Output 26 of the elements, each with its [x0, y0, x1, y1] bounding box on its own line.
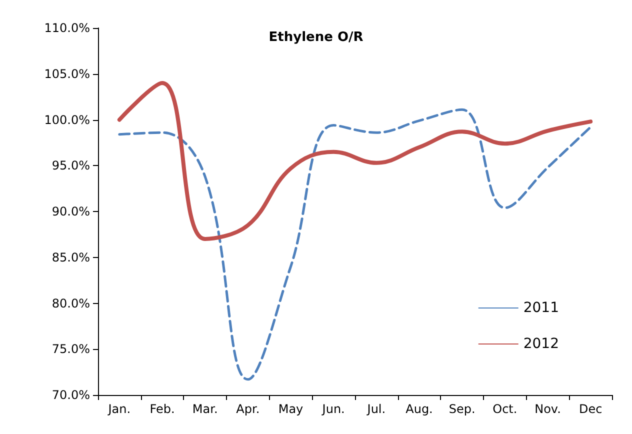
x-tick-label: Jan. — [107, 402, 131, 416]
y-tick-label: 105.0% — [44, 66, 90, 81]
x-tick-label: Oct. — [492, 402, 518, 416]
legend-label: 2012 — [523, 336, 560, 352]
x-tick-label: Apr. — [236, 402, 260, 416]
y-tick-label: 70.0% — [52, 388, 90, 402]
y-tick-label: 95.0% — [52, 158, 90, 173]
x-tick-label: Jul. — [366, 402, 386, 416]
chart-title: Ethylene O/R — [268, 30, 364, 45]
x-tick-label: Mar. — [192, 402, 218, 416]
x-tick-label: Dec — [578, 402, 602, 416]
x-tick-label: Aug. — [406, 402, 433, 416]
x-tick-label: Feb. — [150, 402, 175, 416]
x-tick-label: May — [278, 402, 304, 416]
line-series — [117, 81, 593, 242]
y-tick-label: 100.0% — [44, 112, 90, 127]
y-tick-label: 85.0% — [52, 250, 90, 264]
y-tick-label: 110.0% — [44, 21, 90, 35]
y-tick-label: 90.0% — [52, 204, 90, 218]
y-tick-label: 80.0% — [52, 296, 90, 310]
y-tick-label: 75.0% — [52, 342, 90, 356]
legend-label: 2011 — [523, 300, 560, 316]
x-tick-label: Sep. — [448, 402, 476, 416]
x-tick-label: Nov. — [534, 402, 561, 416]
line-series — [118, 108, 592, 381]
x-tick-label: Jun. — [321, 402, 345, 416]
